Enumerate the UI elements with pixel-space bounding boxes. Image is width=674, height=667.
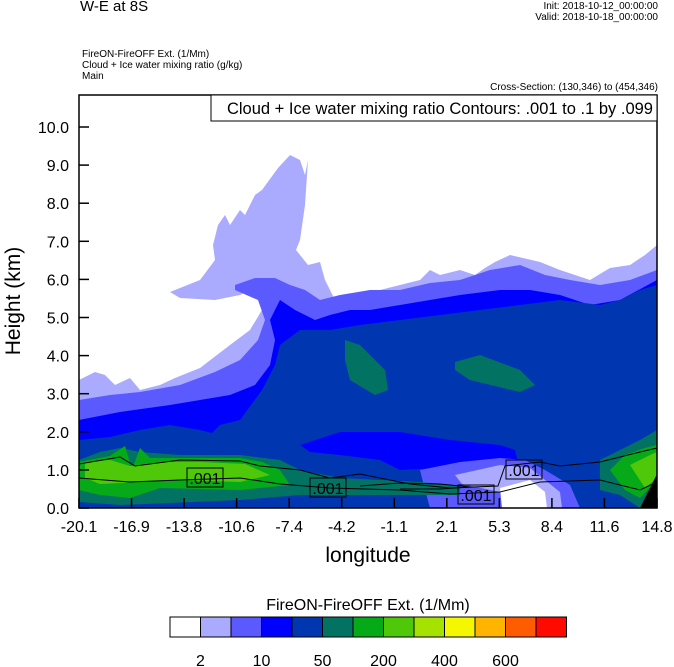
contour-line: [359, 482, 471, 490]
colorbar-box: [505, 616, 537, 638]
init-time: Init: 2018-10-12_00:00:00: [543, 1, 658, 12]
y-tick-label: 10.0: [38, 120, 69, 137]
y-tick-label: 6.0: [47, 272, 69, 289]
time-info: Init: 2018-10-12_00:00:00 Valid: 2018-10…: [535, 1, 658, 23]
y-axis-label: Height (km): [2, 247, 25, 356]
contour-fill-level-5: [345, 340, 388, 395]
colorbar-box: [413, 616, 445, 638]
colorbar-box: [200, 616, 232, 638]
missing-data-region: [640, 474, 657, 508]
contour-label: .001: [189, 471, 220, 488]
x-tick-label: 2.1: [436, 519, 458, 536]
x-tick-label: -1.1: [380, 519, 408, 536]
y-tick-label: 0.0: [47, 501, 69, 518]
x-tick-label: -10.6: [218, 519, 255, 536]
colorbar-label: 200: [370, 653, 397, 667]
colorbar-box: [261, 616, 293, 638]
subtitle: FireON-FireOFF Ext. (1/Mm) Cloud + Ice w…: [82, 49, 242, 82]
contour-label: .001: [312, 481, 343, 498]
colorbar-box: [444, 616, 476, 638]
contour-info-box: [210, 94, 658, 122]
subtitle-line: Cloud + Ice water mixing ratio (g/kg): [82, 60, 243, 71]
y-tick-label: 1.0: [47, 463, 69, 480]
colorbar-label: 10: [253, 653, 271, 667]
colorbar-box: [474, 616, 506, 638]
colorbar-label: 50: [314, 653, 332, 667]
colorbar-box: [322, 616, 354, 638]
y-tick-label: 9.0: [47, 158, 69, 175]
x-tick-label: 14.8: [641, 519, 672, 536]
valid-time: Valid: 2018-10-18_00:00:00: [535, 12, 658, 23]
colorbar-label: 600: [492, 653, 519, 667]
field-layer: .001 .001 .001 .001: [79, 95, 657, 508]
colorbar-label: 2: [196, 653, 205, 667]
contour-fill-level-5: [455, 355, 535, 392]
colorbar-box: [169, 616, 201, 638]
y-tick-label: 4.0: [47, 349, 69, 366]
contour-line: [79, 477, 657, 495]
colorbar-label: 400: [431, 653, 458, 667]
y-tick-label: 3.0: [47, 387, 69, 404]
contour-label-box: [457, 484, 495, 505]
contour-fill-level-7: [85, 460, 270, 484]
contour-fill-level-7: [630, 452, 657, 488]
colorbar-box: [291, 616, 323, 638]
plot-title: W-E at 8S: [80, 0, 149, 15]
y-tick-label: 7.0: [47, 234, 69, 251]
contour-label: .001: [508, 463, 539, 480]
y-tick-label: 8.0: [47, 196, 69, 213]
x-tick-label: 8.4: [541, 519, 563, 536]
y-tick-label: 5.0: [47, 311, 69, 328]
x-tick-label: -4.2: [328, 519, 356, 536]
x-tick-label: -16.9: [113, 519, 150, 536]
contour-label-box: [309, 477, 347, 498]
x-tick-label: -20.1: [61, 519, 98, 536]
subtitle-line: Main: [82, 71, 104, 82]
contour-label-box: [505, 459, 543, 480]
colorbar-box: [535, 616, 567, 638]
subtitle-line: FireON-FireOFF Ext. (1/Mm): [82, 49, 210, 60]
contour-line: [79, 447, 657, 489]
colorbar-box: [352, 616, 384, 638]
colorbar-title: FireON-FireOFF Ext. (1/Mm): [266, 597, 470, 614]
y-tick-label: 2.0: [47, 425, 69, 442]
contour-info-text: Cloud + Ice water mixing ratio Contours:…: [227, 100, 653, 118]
contour-fill-level-0: [500, 480, 547, 508]
contour-label-box: [186, 467, 224, 488]
colorbar-box: [383, 616, 415, 638]
x-tick-label: 11.6: [589, 519, 619, 536]
colorbar-box: [230, 616, 262, 638]
x-axis-label: longitude: [325, 544, 410, 567]
cross-section-label: Cross-Section: (130,346) to (454,346): [490, 82, 658, 93]
contour-label: .001: [460, 488, 491, 505]
x-tick-label: -13.8: [166, 519, 203, 536]
x-tick-label: -7.4: [275, 519, 303, 536]
x-tick-label: 5.3: [488, 519, 510, 536]
